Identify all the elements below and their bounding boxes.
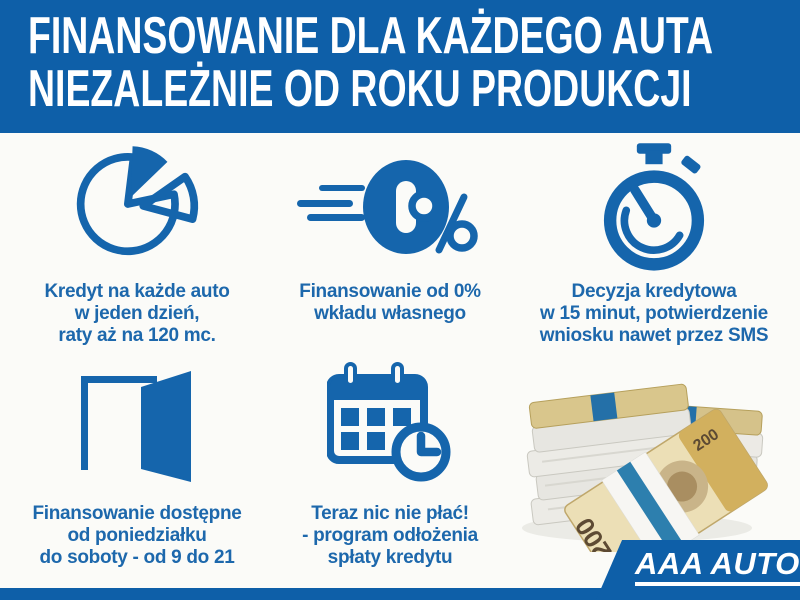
caption-line: do soboty - od 9 do 21 <box>39 547 235 568</box>
feature-decision-caption: Decyzja kredytowa w 15 minut, potwierdze… <box>518 281 790 347</box>
header-banner: FINANSOWANIE DLA KAŻDEGO AUTA NIEZALEŻNI… <box>0 0 800 133</box>
feature-zero-percent-caption: Finansowanie od 0% wkładu własnego <box>268 281 512 325</box>
caption-line: raty aż na 120 mc. <box>58 325 216 346</box>
caption-line: - program odłożenia <box>302 525 478 546</box>
feature-deferral: Teraz nic nie płać! - program odłożenia … <box>272 362 508 582</box>
logo: AAA AUTO <box>635 548 800 586</box>
zero-percent-icon <box>297 160 478 254</box>
caption-line: Finansowanie dostępne <box>32 503 242 524</box>
feature-deferral-caption: Teraz nic nie płać! - program odłożenia … <box>272 503 508 569</box>
feature-availability: Finansowanie dostępne od poniedziałku do… <box>8 362 266 582</box>
caption-line: spłaty kredytu <box>327 547 453 568</box>
logo-underline <box>635 582 800 586</box>
header-line-2: NIEZALEŻNIE OD ROKU PRODUKCJI <box>28 60 692 118</box>
caption-line: Finansowanie od 0% <box>299 281 481 302</box>
banknotes-illustration: 200 200 <box>522 383 768 587</box>
caption-line: Decyzja kredytowa <box>571 281 737 302</box>
caption-line: wniosku nawet przez SMS <box>539 325 769 346</box>
stopwatch-icon <box>603 143 705 271</box>
caption-line: wkładu własnego <box>314 303 466 324</box>
header-line-1: FINANSOWANIE DLA KAŻDEGO AUTA <box>28 7 713 65</box>
caption-line: w jeden dzień, <box>74 303 200 324</box>
feature-credit: Kredyt na każde auto w jeden dzień, raty… <box>8 140 266 360</box>
open-door-icon <box>81 371 191 482</box>
money-photo: 200 200 <box>512 356 797 587</box>
feature-credit-caption: Kredyt na każde auto w jeden dzień, raty… <box>8 281 266 347</box>
logo-banner: AAA AUTO <box>596 540 800 600</box>
logo-text: AAA AUTO <box>635 546 800 581</box>
caption-line: od poniedziałku <box>67 525 207 546</box>
header-text: FINANSOWANIE DLA KAŻDEGO AUTA NIEZALEŻNI… <box>28 10 800 116</box>
feature-zero-percent: Finansowanie od 0% wkładu własnego <box>268 140 512 360</box>
caption-line: w 15 minut, potwierdzenie <box>540 303 768 324</box>
caption-line: Teraz nic nie płać! <box>311 503 469 524</box>
caption-line: Kredyt na każde auto <box>44 281 230 302</box>
pie-chart-icon <box>76 146 199 256</box>
feature-availability-caption: Finansowanie dostępne od poniedziałku do… <box>8 503 266 569</box>
calendar-clock-icon <box>327 362 451 482</box>
feature-decision: Decyzja kredytowa w 15 minut, potwierdze… <box>518 140 790 360</box>
